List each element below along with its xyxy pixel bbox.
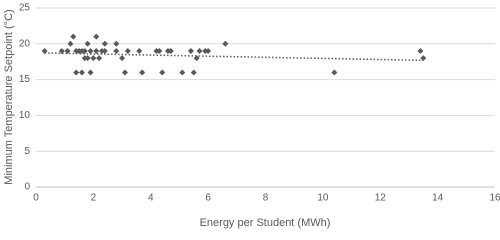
point — [167, 47, 174, 54]
y-tick-label: 5 — [24, 146, 30, 157]
point — [179, 69, 186, 76]
point — [87, 47, 94, 54]
point — [420, 55, 427, 62]
point — [139, 69, 146, 76]
point — [417, 47, 424, 54]
point — [81, 47, 88, 54]
point — [84, 55, 91, 62]
point — [67, 40, 74, 47]
point — [136, 47, 143, 54]
point — [84, 40, 91, 47]
point — [119, 55, 126, 62]
x-tick-label: 2 — [91, 193, 97, 204]
point — [331, 69, 338, 76]
x-tick-label: 8 — [263, 193, 269, 204]
point — [196, 47, 203, 54]
trendline — [44, 52, 424, 62]
point — [73, 69, 80, 76]
point — [64, 47, 71, 54]
point — [96, 55, 103, 62]
x-tick-label: 6 — [205, 193, 211, 204]
x-tick-label: 4 — [148, 193, 154, 204]
point — [124, 47, 131, 54]
x-tick-label: 10 — [317, 193, 329, 204]
point — [93, 47, 100, 54]
point — [70, 33, 77, 40]
y-tick-label: 15 — [19, 74, 31, 85]
point — [90, 55, 97, 62]
point — [87, 69, 94, 76]
point — [113, 47, 120, 54]
point — [78, 69, 85, 76]
y-tick-label: 0 — [24, 182, 30, 193]
y-tick-label: 10 — [19, 110, 31, 121]
point — [58, 47, 65, 54]
point — [222, 40, 229, 47]
x-tick-label: 12 — [375, 193, 387, 204]
point — [156, 47, 163, 54]
point — [101, 47, 108, 54]
y-tick-label: 25 — [19, 3, 31, 14]
y-tick-label: 20 — [19, 38, 31, 49]
point — [205, 47, 212, 54]
point — [187, 47, 194, 54]
point — [159, 69, 166, 76]
point — [93, 33, 100, 40]
y-axis-title: Minimum Temperature Setpoint (°C) — [3, 9, 15, 184]
x-tick-label: 0 — [33, 193, 39, 204]
x-tick-label: 16 — [489, 193, 500, 204]
x-axis-title: Energy per Student (MWh) — [200, 217, 331, 229]
point — [101, 40, 108, 47]
point — [113, 40, 120, 47]
x-tick-label: 14 — [432, 193, 444, 204]
point — [121, 69, 128, 76]
chart: Energy per Student (MWh) Minimum Tempera… — [3, 3, 500, 229]
point — [190, 69, 197, 76]
